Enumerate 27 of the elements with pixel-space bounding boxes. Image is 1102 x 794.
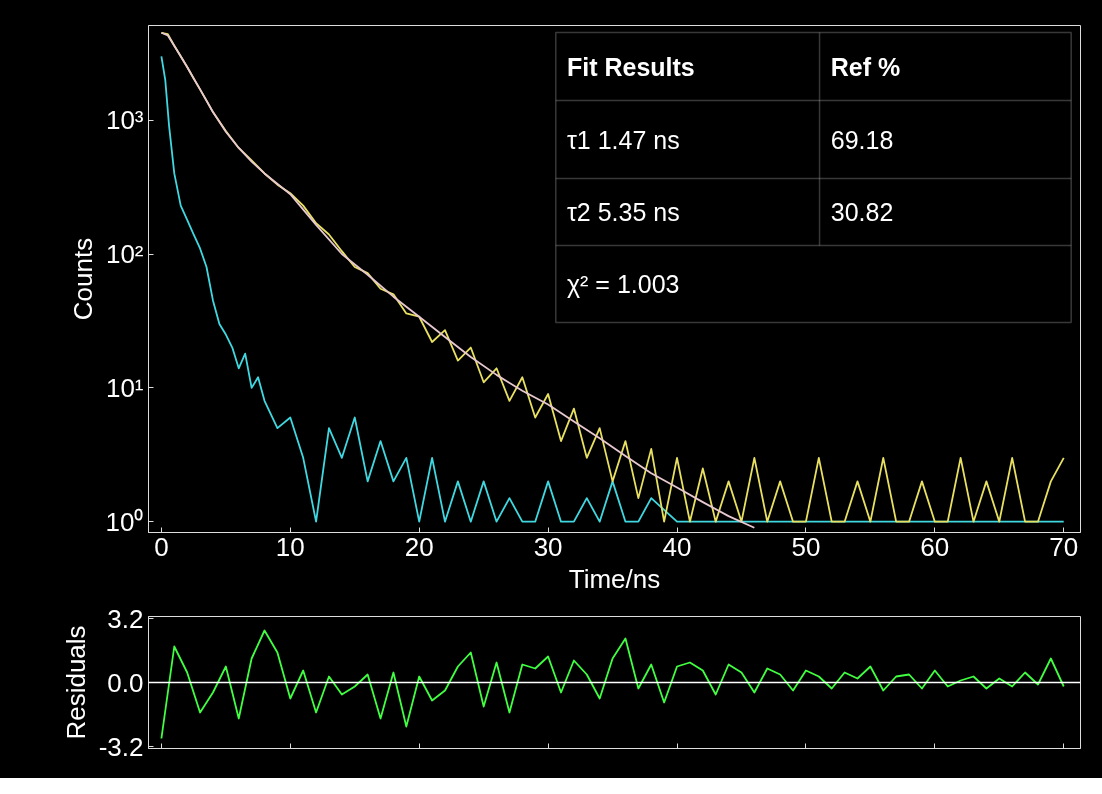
annotation: 30.82 [830, 198, 894, 227]
annotation: τ2 5.35 ns [566, 198, 680, 227]
y-tick-label: 3.2 [107, 603, 144, 634]
annotation: Ref % [830, 52, 901, 81]
x-axis-title: Time/ns [568, 563, 661, 594]
y-tick-label: -3.2 [98, 731, 144, 762]
annotation: τ1 1.47 ns [566, 125, 680, 154]
x-tick-label: 30 [533, 531, 563, 562]
y-tick-label: 10³ [105, 105, 144, 136]
line-series [160, 629, 1065, 740]
x-tick-label: 70 [1049, 531, 1079, 562]
x-tick-label: 20 [404, 531, 434, 562]
x-tick-label: 60 [920, 531, 950, 562]
y-tick-label: 0.0 [107, 667, 144, 698]
y-tick-label: 10¹ [105, 372, 144, 403]
annotation: 69.18 [830, 125, 894, 154]
annotation: Fit Results [566, 52, 695, 81]
x-tick-label: 10 [275, 531, 305, 562]
x-tick-label: 50 [791, 531, 821, 562]
y-axis-title: Residuals [60, 625, 91, 740]
y-tick-label: 10² [105, 239, 144, 270]
x-tick-label: 0 [154, 531, 169, 562]
line-series [160, 31, 756, 529]
x-tick-label: 40 [662, 531, 692, 562]
y-tick-label: 10⁰ [105, 506, 144, 537]
annotation: χ² = 1.003 [566, 270, 680, 299]
y-axis-title: Counts [67, 237, 98, 321]
